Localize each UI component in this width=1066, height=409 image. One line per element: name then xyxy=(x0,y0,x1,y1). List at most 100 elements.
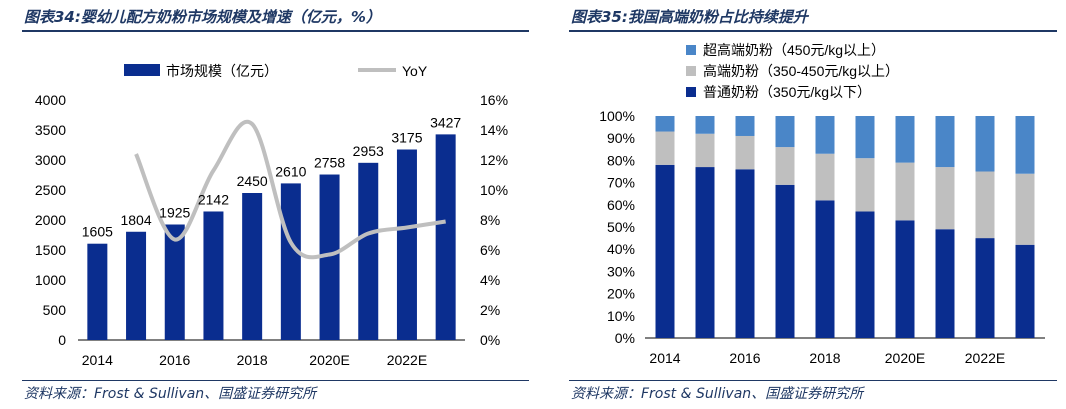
chart34-data-label: 1804 xyxy=(120,212,151,228)
chart35-segment-super-premium xyxy=(935,116,955,168)
chart34-title-rule xyxy=(22,30,529,32)
chart34-legend-bar-swatch xyxy=(124,64,160,76)
chart35-source-rule xyxy=(569,380,1057,381)
chart34-right-tick-label: 4% xyxy=(480,272,500,288)
chart35-x-tick-label: 2018 xyxy=(809,350,840,366)
chart34-left-tick-label: 0 xyxy=(58,332,66,348)
chart34-x-tick-label: 2018 xyxy=(237,352,268,368)
chart34-data-label: 2953 xyxy=(353,143,384,159)
chart34-left-tick-label: 4000 xyxy=(35,92,66,108)
chart34-left-tick-label: 1500 xyxy=(35,242,66,258)
chart35-segment-super-premium xyxy=(695,116,715,134)
chart34-right-tick-label: 6% xyxy=(480,242,500,258)
chart34-data-label: 2450 xyxy=(237,173,268,189)
chart34-left-tick-label: 2500 xyxy=(35,182,66,198)
chart35-x-tick-label: 2016 xyxy=(729,350,760,366)
chart34-right-tick-label: 2% xyxy=(480,302,500,318)
chart34-x-tick-label: 2020E xyxy=(309,352,349,368)
chart34-left-tick-label: 500 xyxy=(43,302,67,318)
chart35-segment-premium xyxy=(935,167,955,230)
chart35-x-tick-label: 2014 xyxy=(649,350,680,366)
chart34-right-tick-label: 16% xyxy=(480,92,508,108)
chart35-segment-super-premium xyxy=(735,116,755,136)
chart35-y-tick-label: 0% xyxy=(615,330,635,346)
chart34-source: 资料来源：Frost & Sullivan、国盛证券研究所 xyxy=(24,386,317,402)
chart34-x-tick-label: 2022E xyxy=(387,352,427,368)
chart35-source: 资料来源：Frost & Sullivan、国盛证券研究所 xyxy=(571,386,864,402)
chart35-y-tick-label: 50% xyxy=(607,219,635,235)
chart34-yoy-line xyxy=(134,119,446,260)
chart34-data-label: 3427 xyxy=(430,114,461,130)
chart35-segment-regular xyxy=(775,184,795,338)
chart34-title: 图表34:婴幼儿配方奶粉市场规模及增速（亿元，%） xyxy=(24,8,381,26)
chart35-segment-premium xyxy=(735,135,755,170)
chart35-segment-super-premium xyxy=(855,116,875,159)
chart35-segment-premium xyxy=(975,171,995,239)
chart34-left-tick-label: 3000 xyxy=(35,152,66,168)
chart35-segment-premium xyxy=(695,133,715,168)
chart35-y-tick-label: 70% xyxy=(607,175,635,191)
chart35-segment-premium xyxy=(895,162,915,221)
chart34-left-tick-label: 1000 xyxy=(35,272,66,288)
chart35-y-tick-label: 80% xyxy=(607,152,635,168)
chart35-y-tick-label: 20% xyxy=(607,286,635,302)
chart34-legend-line-label: YoY xyxy=(402,63,428,79)
chart34-right-tick-label: 0% xyxy=(480,332,500,348)
chart34-data-label: 3175 xyxy=(391,130,422,146)
chart35-segment-premium xyxy=(815,153,835,201)
chart34-bar xyxy=(435,134,456,340)
chart34-bar xyxy=(87,243,108,340)
chart35-y-tick-label: 100% xyxy=(599,108,635,124)
chart35-legend-swatch xyxy=(686,45,696,55)
chart35-y-tick-label: 40% xyxy=(607,241,635,257)
chart35-x-tick-label: 2020E xyxy=(885,350,925,366)
chart35-segment-super-premium xyxy=(1015,116,1035,174)
chart34-left-tick-label: 2000 xyxy=(35,212,66,228)
chart35-segment-super-premium xyxy=(775,116,795,148)
chart35-segment-regular xyxy=(735,169,755,338)
chart34-source-rule xyxy=(22,380,529,381)
chart34-right-tick-label: 12% xyxy=(480,152,508,168)
chart34-bar xyxy=(280,183,301,340)
chart35-title-rule xyxy=(569,30,1057,32)
chart35-segment-regular xyxy=(1015,244,1035,338)
chart34-bar xyxy=(126,231,147,340)
chart35-legend-swatch xyxy=(686,66,696,76)
chart35-segment-premium xyxy=(1015,173,1035,245)
chart34-right-tick-label: 8% xyxy=(480,212,500,228)
chart35-segment-super-premium xyxy=(975,116,995,172)
chart35-segment-premium xyxy=(855,158,875,212)
chart35-y-tick-label: 90% xyxy=(607,130,635,146)
chart35-legend-label: 普通奶粉（350元/kg以下） xyxy=(703,84,871,100)
chart34-data-label: 2142 xyxy=(198,191,229,207)
chart34-bar xyxy=(358,162,379,340)
chart34-x-tick-label: 2016 xyxy=(159,352,190,368)
chart35-segment-super-premium xyxy=(815,116,835,154)
chart35-segment-regular xyxy=(975,238,995,338)
chart34-data-label: 1925 xyxy=(159,205,190,221)
chart35-legend-label: 超高端奶粉（450元/kg以上） xyxy=(703,42,885,58)
chart34-right-tick-label: 14% xyxy=(480,122,508,138)
chart35-segment-premium xyxy=(775,147,795,185)
chart35-segment-regular xyxy=(815,200,835,338)
chart35-segment-regular xyxy=(895,220,915,338)
chart35-segment-super-premium xyxy=(895,116,915,163)
chart35-segment-regular xyxy=(695,167,715,338)
chart34-data-label: 2610 xyxy=(275,163,306,179)
chart34-bar xyxy=(319,174,340,340)
chart34-bar xyxy=(242,193,263,340)
chart35-y-tick-label: 10% xyxy=(607,308,635,324)
chart35-y-tick-label: 60% xyxy=(607,197,635,213)
chart34-data-label: 1605 xyxy=(82,224,113,240)
chart35-segment-super-premium xyxy=(655,116,675,132)
chart34-data-label: 2758 xyxy=(314,155,345,171)
chart35-title: 图表35:我国高端奶粉占比持续提升 xyxy=(571,8,808,26)
chart35-y-tick-label: 30% xyxy=(607,263,635,279)
chart34-bar xyxy=(396,149,417,340)
chart35-segment-regular xyxy=(935,229,955,338)
chart35-segment-premium xyxy=(655,131,675,165)
chart34-x-tick-label: 2014 xyxy=(82,352,113,368)
chart35-legend-swatch xyxy=(686,87,696,97)
chart34-left-tick-label: 3500 xyxy=(35,122,66,138)
